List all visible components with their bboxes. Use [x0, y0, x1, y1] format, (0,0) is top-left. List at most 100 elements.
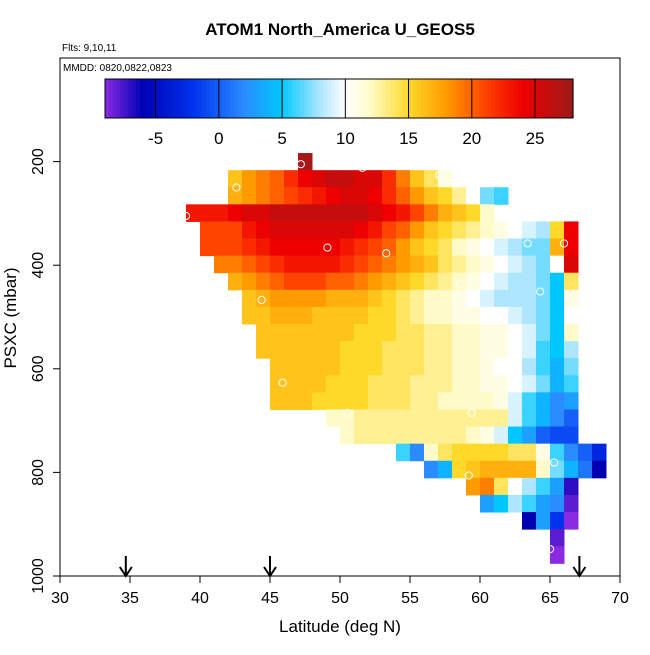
heatmap-cell — [410, 392, 425, 410]
colorbar-segment — [237, 79, 243, 118]
heatmap-cell — [550, 306, 565, 325]
heatmap-cell — [256, 255, 271, 274]
heatmap-cell — [522, 375, 537, 393]
x-tick-label: 55 — [401, 590, 419, 607]
heatmap-cell — [270, 289, 285, 308]
colorbar-segment — [272, 79, 278, 118]
heatmap-cell — [326, 170, 341, 188]
heatmap-cell — [438, 426, 453, 445]
heatmap-cell — [256, 238, 271, 257]
heatmap-cell — [466, 460, 481, 479]
colorbar-segment — [198, 79, 204, 118]
heatmap-cell — [536, 341, 551, 359]
heatmap-cell — [480, 289, 495, 308]
colorbar-segment — [108, 79, 114, 118]
heatmap-cell — [340, 409, 355, 428]
colorbar-segment — [233, 79, 239, 118]
x-tick-label: 30 — [51, 590, 69, 607]
heatmap-cell — [368, 409, 383, 428]
heatmap-cell — [368, 375, 383, 393]
colorbar-segment — [253, 79, 258, 118]
heatmap-cell — [536, 255, 551, 274]
x-tick-label: 60 — [471, 590, 489, 607]
heatmap-cell — [368, 426, 383, 445]
colorbar-segment — [413, 79, 418, 118]
colorbar-segment — [327, 79, 332, 118]
heatmap-cell — [354, 426, 369, 445]
heatmap-cell — [410, 409, 425, 428]
heatmap-cell — [410, 204, 425, 222]
heatmap-cell — [480, 204, 495, 222]
colorbar-segment — [366, 79, 371, 118]
heatmap-cell — [298, 289, 313, 308]
heatmap-cell — [508, 494, 523, 513]
y-tick-label: 1000 — [30, 558, 47, 594]
heatmap-cell — [522, 358, 537, 376]
heatmap-cell — [508, 477, 523, 496]
heatmap-cell — [382, 375, 397, 393]
colorbar-segment — [151, 79, 157, 118]
observation-marker — [550, 458, 559, 467]
heatmap-cell — [522, 460, 537, 479]
heatmap-cell — [228, 238, 243, 257]
heatmap-cell — [298, 323, 313, 342]
colorbar-segment — [537, 79, 543, 118]
colorbar-segment — [319, 79, 324, 118]
heatmap-cell — [270, 358, 285, 376]
heatmap-cell — [396, 426, 411, 445]
heatmap-cell — [522, 477, 537, 496]
heatmap-cell — [228, 255, 243, 274]
heatmap-cell — [452, 460, 467, 479]
heatmap-cell — [228, 187, 243, 205]
heatmap-cell — [550, 375, 565, 393]
heatmap-cell — [284, 358, 299, 376]
colorbar-segment — [307, 79, 313, 118]
colorbar-segment — [378, 79, 383, 118]
colorbar-segment — [358, 79, 363, 118]
heatmap-cell — [522, 443, 537, 462]
heatmap-cell — [410, 255, 425, 274]
heatmap-cell — [270, 238, 285, 257]
colorbar-segment — [440, 79, 445, 118]
heatmap-cell — [564, 221, 579, 240]
heatmap-cell — [312, 170, 327, 188]
heatmap-cell — [550, 272, 565, 291]
heatmap-cell — [354, 323, 369, 342]
heatmap-cell — [494, 306, 509, 325]
heatmap-cell — [340, 306, 355, 325]
colorbar-segment — [569, 79, 574, 118]
heatmap-cell — [452, 358, 467, 376]
heatmap-cell — [452, 289, 467, 308]
heatmap-cell — [438, 358, 453, 376]
heatmap-cell — [382, 221, 397, 240]
heatmap-cell — [326, 238, 341, 257]
colorbar-segment — [183, 79, 188, 118]
heatmap-cell — [480, 341, 495, 359]
colorbar-segment — [225, 79, 231, 118]
heatmap-cell — [550, 546, 565, 564]
heatmap-cell — [410, 170, 425, 188]
colorbar-tick-label: 15 — [399, 129, 418, 148]
heatmap-cell — [298, 272, 313, 291]
heatmap-cell — [340, 323, 355, 342]
heatmap-cell — [452, 204, 467, 222]
colorbar-segment — [506, 79, 512, 118]
heatmap-cell — [354, 375, 369, 393]
heatmap-cell — [396, 375, 411, 393]
heatmap-cell — [564, 358, 579, 376]
colorbar-segment — [420, 79, 426, 118]
heatmap-cell — [550, 426, 565, 445]
heatmap-cell — [480, 323, 495, 342]
heatmap-cell — [382, 204, 397, 222]
heatmap-cell — [536, 272, 551, 291]
heatmap-cell — [256, 221, 271, 240]
colorbar-segment — [296, 79, 301, 118]
heatmap-cell — [410, 426, 425, 445]
heatmap-cell — [270, 375, 285, 393]
heatmap-cell — [508, 221, 523, 240]
x-axis-label: Latitude (deg N) — [279, 617, 401, 636]
heatmap-cell — [508, 443, 523, 462]
colorbar-segment — [354, 79, 360, 118]
heatmap-cell — [424, 443, 439, 462]
heatmap-cell — [284, 341, 299, 359]
